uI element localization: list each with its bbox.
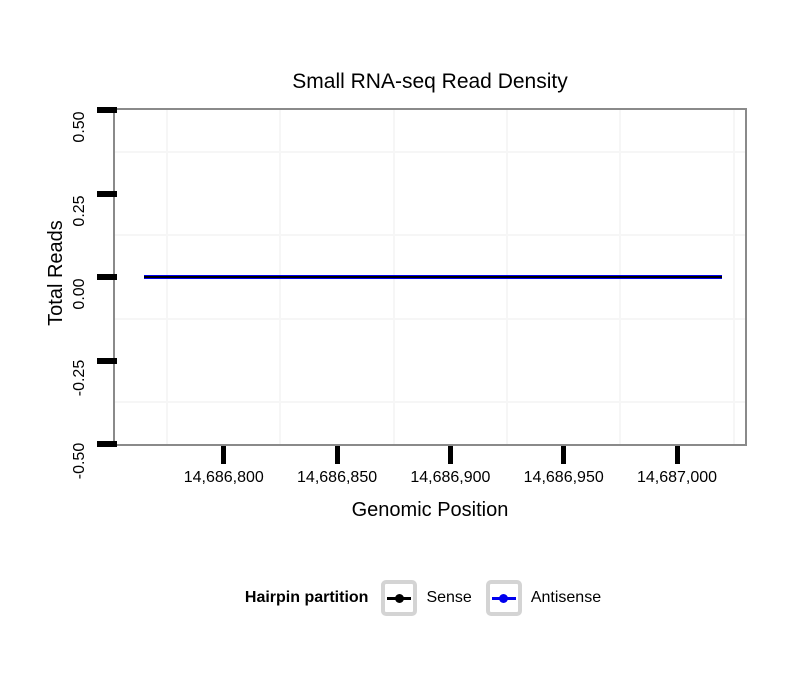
y-tick	[97, 190, 117, 197]
x-tick-label: 14,686,800	[183, 469, 264, 486]
y-tick-label: -0.25	[71, 359, 88, 396]
y-tick-label: 0.00	[71, 278, 88, 310]
minor-gridline-horizontal	[115, 401, 745, 404]
minor-gridline-horizontal	[115, 234, 745, 237]
legend-key-point-antisense	[499, 593, 509, 603]
x-axis-title: Genomic Position	[351, 499, 509, 521]
y-tick	[97, 357, 117, 364]
y-tick-label: 0.25	[71, 194, 88, 227]
plot-panel	[113, 108, 747, 446]
chart-title: Small RNA-seq Read Density	[292, 70, 568, 93]
y-tick	[97, 107, 117, 113]
x-tick	[561, 446, 567, 464]
legend-key-point-sense	[394, 593, 404, 603]
y-tick-label: 0.50	[71, 111, 88, 143]
legend-key-sense	[381, 580, 418, 616]
minor-gridline-horizontal	[115, 150, 745, 153]
legend-items: Sense Antisense	[381, 580, 615, 616]
x-tick-label: 14,687,000	[636, 469, 718, 486]
y-tick	[97, 274, 117, 280]
x-tick-label: 14,686,950	[523, 469, 604, 486]
y-tick-label: -0.50	[71, 442, 88, 480]
x-tick	[221, 446, 227, 464]
minor-gridline-horizontal	[115, 317, 745, 320]
x-tick	[447, 446, 453, 464]
series-line-sense	[144, 276, 723, 278]
x-tick-label: 14,686,850	[297, 469, 378, 486]
legend-title: Hairpin partition	[244, 589, 369, 606]
legend-label-sense: Sense	[426, 589, 472, 606]
legend-label-antisense: Antisense	[530, 589, 602, 606]
legend-key-antisense	[485, 580, 522, 616]
x-tick	[334, 446, 340, 464]
x-tick-label: 14,686,900	[410, 469, 491, 486]
y-axis-title: Total Reads	[45, 220, 67, 326]
legend: Hairpin partition Sense Antisense	[113, 579, 747, 617]
y-tick	[97, 441, 117, 447]
minor-gridline-vertical	[732, 110, 735, 444]
x-tick	[674, 446, 680, 464]
